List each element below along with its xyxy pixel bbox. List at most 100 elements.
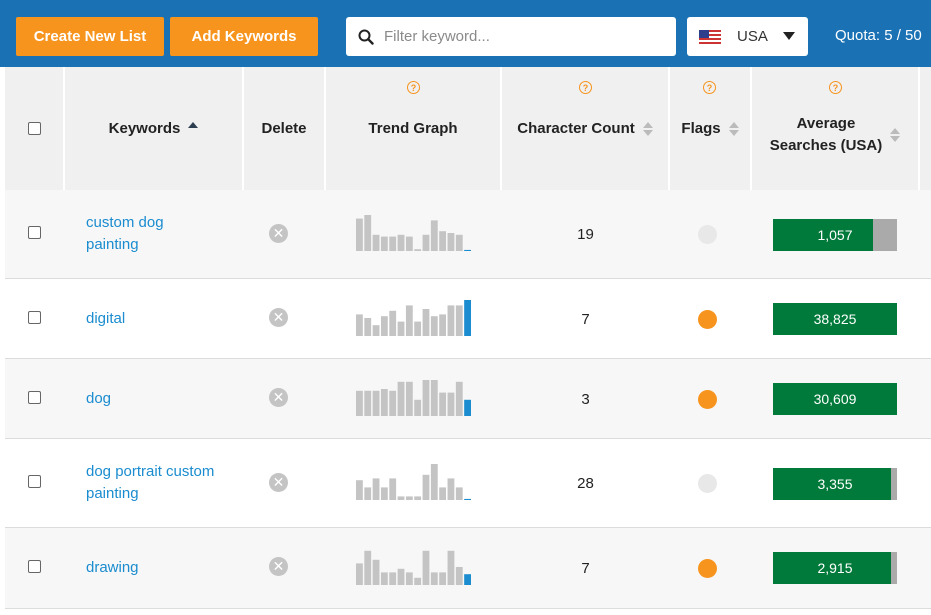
header-keywords[interactable]: Keywords <box>65 67 244 190</box>
trend-bar <box>455 487 463 500</box>
trend-bar <box>414 496 422 500</box>
trend-bar <box>397 381 405 416</box>
delete-icon[interactable]: ✕ <box>269 557 288 576</box>
trend-bar <box>397 234 405 251</box>
character-count: 7 <box>581 560 590 577</box>
trend-bar <box>405 381 413 416</box>
trend-bar <box>389 478 397 500</box>
trend-bar <box>389 236 397 251</box>
average-searches-fill <box>773 303 897 335</box>
trend-bar <box>397 496 405 500</box>
trend-bar <box>405 305 413 336</box>
trend-graph <box>356 550 471 585</box>
trend-bar <box>455 381 463 416</box>
create-new-list-button[interactable]: Create New List <box>16 17 164 56</box>
trend-bar <box>380 487 388 500</box>
select-all-checkbox[interactable] <box>27 122 41 135</box>
trend-bar <box>464 300 471 336</box>
table-row: dog ✕ 3 30,609 <box>5 359 931 439</box>
row-checkbox[interactable] <box>28 560 41 573</box>
trend-bar <box>356 480 363 500</box>
trend-bar <box>414 321 422 336</box>
trend-bar <box>372 478 380 500</box>
keyword-link[interactable]: dog <box>86 390 112 407</box>
trend-bar <box>372 234 380 251</box>
trend-bar <box>380 236 388 251</box>
delete-icon[interactable]: ✕ <box>269 388 288 407</box>
header-character-count[interactable]: ? Character Count <box>502 67 670 190</box>
header-average-searches-label: Average Searches (USA) <box>769 114 883 154</box>
trend-bar <box>356 563 363 585</box>
average-searches-bar: 2,915 <box>773 552 897 584</box>
trend-graph <box>356 380 471 416</box>
character-count: 28 <box>577 475 594 492</box>
trend-bar <box>430 464 438 500</box>
flag-indicator <box>698 474 717 493</box>
trend-bar <box>405 236 413 251</box>
trend-bar <box>372 390 380 416</box>
trend-bar <box>405 572 413 585</box>
flag-indicator <box>698 310 717 329</box>
trend-bar <box>430 380 438 416</box>
add-keywords-button[interactable]: Add Keywords <box>170 17 318 56</box>
filter-keyword-input[interactable] <box>384 28 654 45</box>
help-icon[interactable]: ? <box>703 81 716 94</box>
table-row: digital ✕ 7 38,825 <box>5 279 931 359</box>
trend-bar <box>447 478 455 500</box>
header-average-searches[interactable]: ? Average Searches (USA) <box>752 67 920 190</box>
trend-bar <box>447 392 455 416</box>
help-icon[interactable]: ? <box>407 81 420 94</box>
trend-bar <box>447 550 455 585</box>
average-searches-fill <box>773 468 891 500</box>
trend-bar <box>455 234 463 251</box>
country-select[interactable]: USA <box>687 17 808 56</box>
trend-bar <box>439 231 447 251</box>
row-checkbox[interactable] <box>28 391 41 404</box>
flag-indicator <box>698 559 717 578</box>
trend-bar <box>422 380 430 416</box>
keyword-link[interactable]: drawing <box>86 559 139 576</box>
table-row: dog portrait custom painting ✕ 28 3,355 <box>5 439 931 528</box>
quota-text: Quota: 5 / 50 <box>835 27 922 44</box>
chevron-down-icon <box>783 32 795 40</box>
filter-box[interactable] <box>346 17 676 56</box>
header-delete-label: Delete <box>261 120 307 137</box>
trend-bar <box>464 249 471 251</box>
delete-icon[interactable]: ✕ <box>269 308 288 327</box>
header-trend: ? Trend Graph <box>326 67 502 190</box>
table-row: drawing ✕ 7 2,915 <box>5 528 931 609</box>
country-label: USA <box>737 28 768 45</box>
trend-bar <box>422 234 430 251</box>
average-searches-value: 1,057 <box>817 227 853 243</box>
header-flags[interactable]: ? Flags <box>670 67 752 190</box>
help-icon[interactable]: ? <box>829 81 842 94</box>
trend-graph <box>356 215 471 251</box>
header-keywords-label: Keywords <box>108 120 181 137</box>
delete-icon[interactable]: ✕ <box>269 224 288 243</box>
trend-bar <box>397 568 405 585</box>
row-checkbox[interactable] <box>28 226 41 239</box>
trend-bar <box>414 399 422 416</box>
average-searches-value: 3,355 <box>817 476 853 492</box>
flag-indicator <box>698 390 717 409</box>
average-searches-value: 38,825 <box>813 311 857 327</box>
sort-icon <box>728 121 739 136</box>
trend-bar <box>422 474 430 500</box>
sort-icon <box>890 127 901 142</box>
trend-bar <box>364 487 372 500</box>
keyword-link[interactable]: custom dog painting <box>86 214 164 253</box>
help-icon[interactable]: ? <box>579 81 592 94</box>
trend-graph <box>356 300 471 336</box>
trend-bar <box>464 399 471 416</box>
average-searches-value: 30,609 <box>813 391 857 407</box>
character-count: 3 <box>581 391 590 408</box>
row-checkbox[interactable] <box>28 475 41 488</box>
keyword-link[interactable]: dog portrait custom painting <box>86 463 215 502</box>
trend-bar <box>389 390 397 416</box>
delete-icon[interactable]: ✕ <box>269 473 288 492</box>
row-checkbox[interactable] <box>28 311 41 324</box>
keyword-link[interactable]: digital <box>86 310 126 327</box>
trend-bar <box>405 496 413 500</box>
trend-bar <box>380 389 388 416</box>
trend-bar <box>464 574 471 585</box>
